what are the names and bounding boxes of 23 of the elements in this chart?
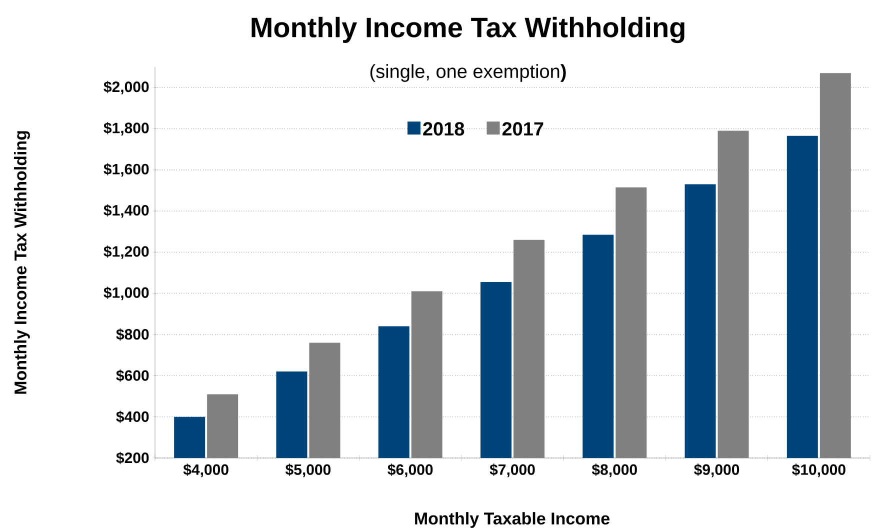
chart-title: Monthly Income Tax Withholding <box>252 16 684 44</box>
x-tick-label: $6,000 <box>388 464 433 478</box>
x-tick-label: $4,000 <box>183 464 228 478</box>
y-tick-label: $800 <box>116 328 149 341</box>
y-tick-label: $400 <box>116 410 149 423</box>
y-tick-label: $200 <box>116 452 149 464</box>
x-tick-label: $7,000 <box>490 464 535 478</box>
y-tick-label: $1,200 <box>104 245 149 259</box>
chart-subtitle: (single, one exemption) <box>370 64 566 82</box>
x-axis-title: Monthly Taxable Income <box>415 512 610 528</box>
legend-label: 2017 <box>502 122 544 136</box>
y-tick-label: $1,400 <box>104 204 149 218</box>
x-tick-label: $8,000 <box>592 464 637 478</box>
legend-label: 2018 <box>423 122 464 136</box>
y-tick-label: $600 <box>116 370 149 382</box>
x-tick-label: $5,000 <box>285 464 331 478</box>
y-tick-label: $1,800 <box>104 122 149 136</box>
y-axis-title: Monthly Income Tax Withholding <box>14 131 30 394</box>
y-tick-label: $1,600 <box>104 163 149 177</box>
x-tick-label: $10,000 <box>792 464 846 478</box>
x-tick-label: $9,000 <box>694 464 740 478</box>
y-tick-label: $1,000 <box>104 286 149 300</box>
y-tick-label: $2,000 <box>104 80 149 94</box>
